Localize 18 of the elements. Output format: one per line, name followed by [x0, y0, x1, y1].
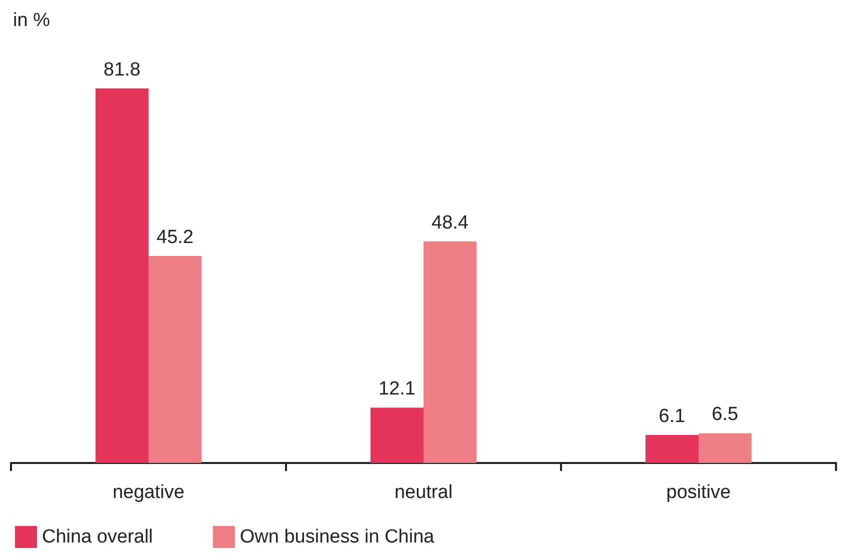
- bar: [698, 433, 752, 463]
- data-label: 6.5: [712, 404, 738, 426]
- bar: [148, 256, 202, 463]
- legend-label: China overall: [42, 526, 153, 548]
- data-label: 6.1: [658, 406, 686, 428]
- x-tick-label: neutral: [394, 482, 453, 503]
- bar: [96, 88, 148, 463]
- legend-label: Own business in China: [240, 526, 435, 548]
- x-tick-label: negative: [112, 482, 184, 503]
- data-label: 48.4: [432, 212, 469, 234]
- data-label: 81.8: [104, 59, 140, 80]
- text: in %: [13, 10, 50, 31]
- bar: [424, 241, 476, 463]
- data-label: 12.1: [378, 378, 416, 400]
- bar: [646, 435, 698, 463]
- bar: [370, 408, 424, 463]
- data-label: 45.2: [156, 226, 194, 248]
- x-tick-label: positive: [666, 482, 731, 503]
